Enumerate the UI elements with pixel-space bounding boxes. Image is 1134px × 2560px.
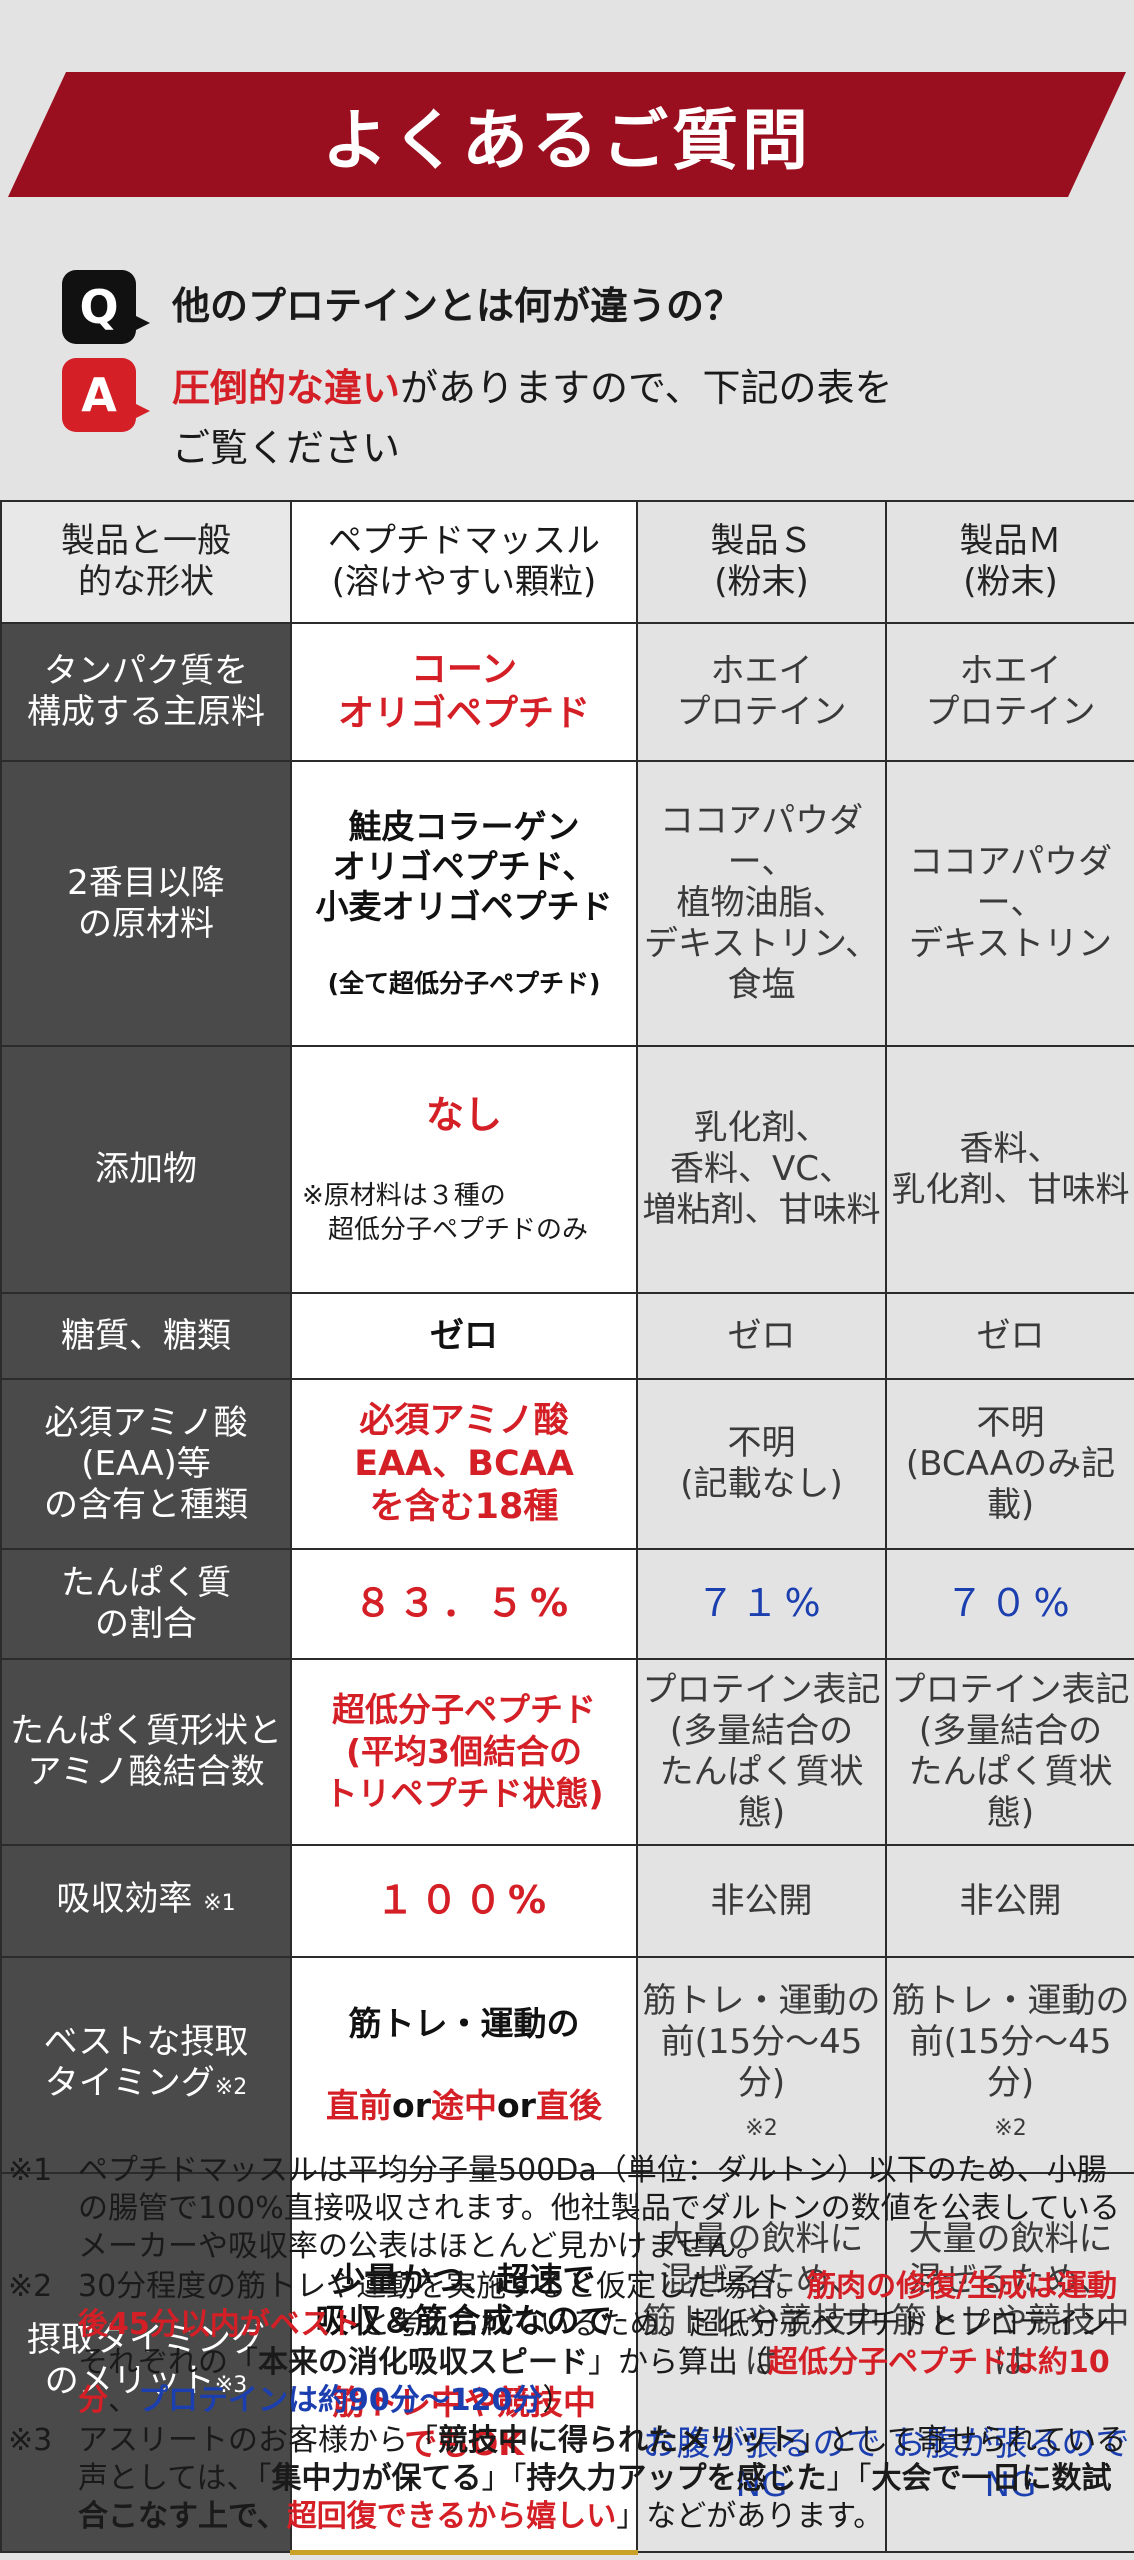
answer-text: 圧倒的な違いがありますので、下記の表を ご覧ください <box>172 358 893 478</box>
table-header-row: 製品と一般 的な形状 ペプチドマッスル (溶けやすい顆粒) 製品Ｓ (粉末) 製… <box>0 500 1134 624</box>
m-cell: ７０% <box>885 1548 1134 1660</box>
m-cell: ココアパウダー、 デキストリン <box>885 760 1134 1047</box>
pep-cell: 必須アミノ酸 EAA、BCAA を含む18種 <box>290 1378 638 1550</box>
footnotes: ※1 ペプチドマッスルは平均分子量500Da（単位：ダルトン）以下のため、小腸の… <box>8 2152 1128 2538</box>
table-row: たんぱく質形状と アミノ酸結合数 超低分子ペプチド (平均3個結合の トリペプチ… <box>0 1658 1134 1846</box>
row-label: タンパク質を 構成する主原料 <box>0 622 292 762</box>
row-label: 摂取タイミング のメリット※3 <box>0 2172 292 2553</box>
pep-cell: 少量かつ、超速で 吸収＆筋合成なので 筋トレ中や競技中 でもOK <box>290 2172 638 2555</box>
answer-highlight: 圧倒的な違い <box>172 366 401 410</box>
s-cell: 乳化剤、 香料、VC、 増粘剤、甘味料 <box>636 1045 887 1294</box>
pep-cell: コーン オリゴペプチド <box>290 622 638 762</box>
row-label: 吸収効率 ※1 <box>0 1844 292 1958</box>
table-row: 吸収効率 ※1 １００% 非公開 非公開 <box>0 1844 1134 1958</box>
s-cell: 筋トレ・運動の 前(15分〜45分) ※2 <box>636 1956 887 2174</box>
pep-cell: １００% <box>290 1844 638 1958</box>
pep-cell: ゼロ <box>290 1292 638 1380</box>
s-cell: ７１% <box>636 1548 887 1660</box>
pep-cell: 鮭皮コラーゲン オリゴペプチド、 小麦オリゴペプチド (全て超低分子ペプチド) <box>290 760 638 1047</box>
s-cell: ホエイ プロテイン <box>636 622 887 762</box>
m-cell: プロテイン表記 (多量結合の たんぱく質状態) <box>885 1658 1134 1846</box>
table-row: 糖質、糖類 ゼロ ゼロ ゼロ <box>0 1292 1134 1380</box>
row-label: たんぱく質形状と アミノ酸結合数 <box>0 1658 292 1846</box>
table-row: ベストな摂取 タイミング※2 筋トレ・運動の 直前or途中or直後 筋トレ・運動… <box>0 1956 1134 2174</box>
comparison-table: 製品と一般 的な形状 ペプチドマッスル (溶けやすい顆粒) 製品Ｓ (粉末) 製… <box>0 500 1134 2555</box>
m-cell: 香料、 乳化剤、甘味料 <box>885 1045 1134 1294</box>
m-cell: 不明 (BCAAのみ記載) <box>885 1378 1134 1550</box>
row-label: 必須アミノ酸 (EAA)等 の含有と種類 <box>0 1378 292 1550</box>
footnote: ※3 アスリートのお客様から「競技中に得られたメリット」として寄せられている声と… <box>8 2423 1127 2534</box>
row-label: ベストな摂取 タイミング※2 <box>0 1956 292 2174</box>
row-label: 糖質、糖類 <box>0 1292 292 1380</box>
m-cell: 大量の飲料に 混ぜるため、 筋トレや競技中は お腹が張るので NG <box>885 2172 1134 2553</box>
header-product-s: 製品Ｓ (粉末) <box>636 500 887 624</box>
answer-line2: ご覧ください <box>172 426 401 470</box>
s-cell: 不明 (記載なし) <box>636 1378 887 1550</box>
question-row: Q 他のプロテインとは何が違うの？ <box>62 270 742 344</box>
q-icon: Q <box>62 270 150 344</box>
m-cell: 非公開 <box>885 1844 1134 1958</box>
row-label: たんぱく質 の割合 <box>0 1548 292 1660</box>
m-cell: 筋トレ・運動の 前(15分〜45分) ※2 <box>885 1956 1134 2174</box>
s-cell: プロテイン表記 (多量結合の たんぱく質状態) <box>636 1658 887 1846</box>
header-product-m: 製品Ｍ (粉末) <box>885 500 1134 624</box>
table-row: 2番目以降 の原材料 鮭皮コラーゲン オリゴペプチド、 小麦オリゴペプチド (全… <box>0 760 1134 1047</box>
pep-cell: 筋トレ・運動の 直前or途中or直後 <box>290 1956 638 2174</box>
pep-cell: 超低分子ペプチド (平均3個結合の トリペプチド状態) <box>290 1658 638 1846</box>
question-text: 他のプロテインとは何が違うの？ <box>172 284 743 328</box>
table-row: タンパク質を 構成する主原料 コーン オリゴペプチド ホエイ プロテイン ホエイ… <box>0 622 1134 762</box>
faq-banner: よくあるご質問 <box>8 72 1126 197</box>
row-label: 添加物 <box>0 1045 292 1294</box>
m-cell: ゼロ <box>885 1292 1134 1380</box>
s-cell: ココアパウダー、 植物油脂、 デキストリン、 食塩 <box>636 760 887 1047</box>
m-cell: ホエイ プロテイン <box>885 622 1134 762</box>
footnote: ※2 30分程度の筋トレや運動を実施すると仮定した場合。筋肉の修復/生成は運動後… <box>8 2269 1118 2418</box>
a-icon: A <box>62 358 150 432</box>
table-row: たんぱく質 の割合 ８３．５% ７１% ７０% <box>0 1548 1134 1660</box>
table-row: 摂取タイミング のメリット※3 少量かつ、超速で 吸収＆筋合成なので 筋トレ中や… <box>0 2172 1134 2555</box>
row-label: 2番目以降 の原材料 <box>0 760 292 1047</box>
s-cell: ゼロ <box>636 1292 887 1380</box>
header-peptide-muscle: ペプチドマッスル (溶けやすい顆粒) <box>290 500 638 624</box>
answer-row: A 圧倒的な違いがありますので、下記の表を ご覧ください <box>62 358 893 478</box>
s-cell: 大量の飲料に 混ぜるため、 筋トレや競技中は お腹が張るので NG <box>636 2172 887 2553</box>
pep-cell: なし ※原材料は３種の 超低分子ペプチドのみ <box>290 1045 638 1294</box>
footnote: ※1 ペプチドマッスルは平均分子量500Da（単位：ダルトン）以下のため、小腸の… <box>8 2153 1120 2264</box>
s-cell: 非公開 <box>636 1844 887 1958</box>
faq-title: よくあるご質問 <box>322 100 812 179</box>
answer-rest: がありますので、下記の表を <box>400 366 893 410</box>
header-label: 製品と一般 的な形状 <box>0 500 292 624</box>
table-row: 必須アミノ酸 (EAA)等 の含有と種類 必須アミノ酸 EAA、BCAA を含む… <box>0 1378 1134 1550</box>
pep-cell: ８３．５% <box>290 1548 638 1660</box>
table-row: 添加物 なし ※原材料は３種の 超低分子ペプチドのみ 乳化剤、 香料、VC、 増… <box>0 1045 1134 1294</box>
